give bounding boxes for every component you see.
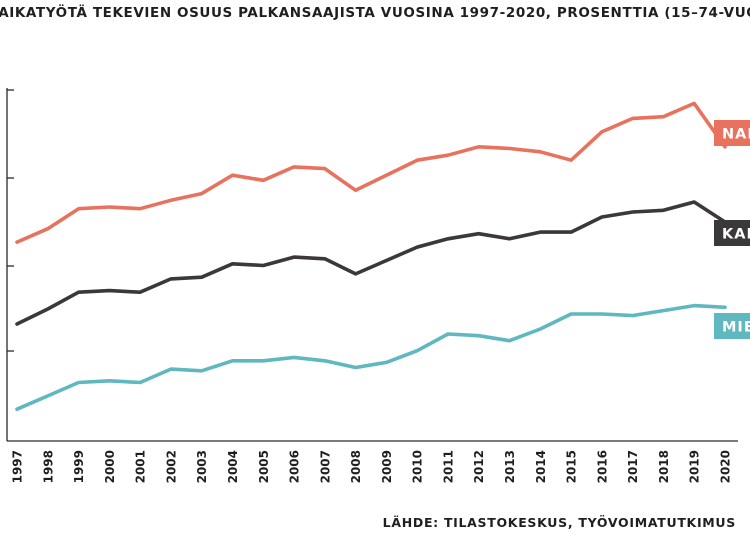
- x-tick-label: 1998: [41, 450, 55, 483]
- x-tick-label: 2017: [626, 450, 640, 483]
- x-tick-label: 2003: [195, 450, 209, 483]
- x-tick-label: 2004: [226, 450, 240, 483]
- x-tick-label: 2016: [595, 450, 609, 483]
- x-tick-label: 2014: [534, 450, 548, 483]
- source-note: LÄHDE: TILASTOKESKUS, TYÖVOIMATUTKIMUS: [382, 515, 736, 530]
- x-tick-label: 2006: [288, 450, 302, 483]
- x-tick-label: 2009: [380, 450, 394, 483]
- series-label-nais: NAIS: [714, 120, 750, 146]
- x-tick-label: 2012: [472, 450, 486, 483]
- series-label-text: MIE: [722, 320, 750, 336]
- series-label-box: [714, 120, 750, 146]
- x-tick-label: 2015: [565, 450, 579, 483]
- x-tick-label: 2018: [657, 450, 671, 483]
- series-label-box: [714, 220, 750, 246]
- series-line-mie: [15, 303, 727, 412]
- x-tick-label: 2005: [257, 450, 271, 483]
- x-tick-label: 2002: [164, 450, 178, 483]
- x-tick-label: 1999: [72, 450, 86, 483]
- x-tick-label: 2020: [719, 450, 733, 483]
- x-tick-label: 2011: [442, 450, 456, 483]
- x-tick-label: 2019: [688, 450, 702, 483]
- series-line-nais: [15, 101, 727, 244]
- x-tick-label: 2000: [103, 450, 117, 483]
- x-tick-label: 2008: [349, 450, 363, 483]
- x-tick-label: 2013: [503, 450, 517, 483]
- series-label-mie: MIE: [714, 313, 750, 339]
- chart-title: -AIKATYÖTÄ TEKEVIEN OSUUS PALKANSAAJISTA…: [0, 5, 750, 21]
- x-tick-label: 2007: [318, 450, 332, 483]
- series-label-text: NAIS: [722, 127, 750, 143]
- x-tick-label: 2001: [134, 450, 148, 483]
- x-tick-label: 2010: [411, 450, 425, 483]
- x-tick-label: 1997: [11, 450, 25, 483]
- series-label-kai: KAI: [714, 220, 750, 246]
- series-label-text: KAI: [722, 227, 750, 243]
- series-label-box: [714, 313, 750, 339]
- series-line-kai: [15, 200, 727, 326]
